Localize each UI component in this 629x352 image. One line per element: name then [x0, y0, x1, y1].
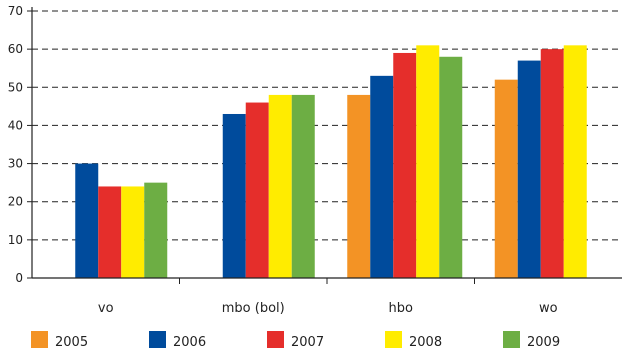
legend-label: 2009: [527, 335, 560, 350]
bar-2008-1: [268, 94, 292, 279]
bar-2009-0: [144, 182, 168, 278]
y-tick-label: 60: [8, 42, 23, 56]
bar-2008-3: [563, 45, 587, 279]
bars: [75, 45, 587, 279]
bar-2008-2: [416, 45, 440, 279]
legend-swatch-2007: [267, 331, 284, 348]
bar-2009-2: [439, 56, 463, 279]
legend-swatch-2008: [385, 331, 402, 348]
y-tick-label: 10: [8, 233, 23, 247]
x-category-label: vo: [98, 301, 114, 316]
bar-2006-0: [75, 163, 99, 278]
bar-2007-1: [245, 102, 269, 279]
y-tick-label: 0: [15, 271, 23, 285]
bar-2009-1: [291, 94, 315, 279]
legend-swatch-2009: [503, 331, 520, 348]
y-tick-label: 20: [8, 195, 23, 209]
bar-2007-2: [393, 52, 417, 279]
y-tick-label: 40: [8, 118, 23, 132]
bar-2006-3: [517, 60, 541, 279]
legend-swatch-2006: [149, 331, 166, 348]
y-tick-label: 50: [8, 80, 23, 94]
legend: 2005 2006 2007 2008 2009: [31, 331, 560, 350]
y-tick-label: 30: [8, 157, 23, 171]
bar-2008-0: [121, 186, 145, 278]
x-category-label: wo: [539, 301, 558, 316]
bar-2007-0: [98, 186, 122, 278]
legend-label: 2006: [173, 335, 206, 350]
legend-label: 2008: [409, 335, 442, 350]
axes: 0 10 20 30 40 50 60 70 vo mbo (bol) hbo wo: [8, 4, 622, 316]
bar-2005-3: [494, 79, 518, 279]
x-category-label: mbo (bol): [222, 301, 285, 316]
bar-2006-2: [370, 75, 394, 278]
bar-2006-1: [222, 113, 246, 278]
bar-2005-2: [347, 94, 371, 279]
legend-label: 2005: [55, 335, 88, 350]
legend-label: 2007: [291, 335, 324, 350]
legend-swatch-2005: [31, 331, 48, 348]
bar-2007-3: [540, 49, 564, 279]
x-category-label: hbo: [389, 301, 413, 316]
y-tick-label: 70: [8, 4, 23, 18]
